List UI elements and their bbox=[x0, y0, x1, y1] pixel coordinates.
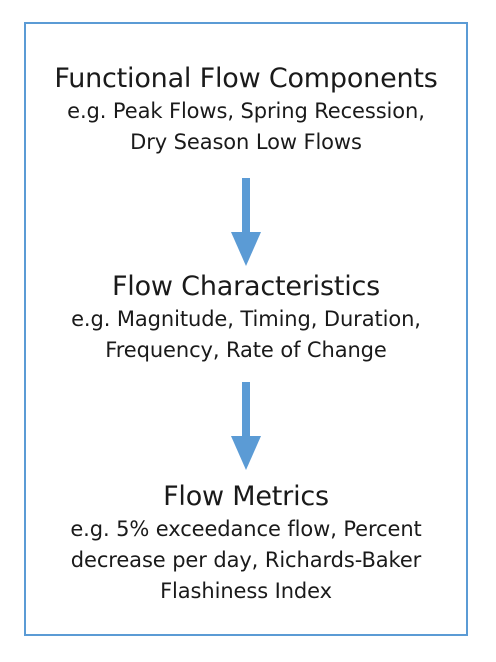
block-title: Functional Flow Components bbox=[54, 63, 438, 94]
block-description-line: Frequency, Rate of Change bbox=[105, 338, 387, 362]
block-description-line: Flashiness Index bbox=[160, 579, 332, 603]
block-title: Flow Characteristics bbox=[111, 271, 381, 302]
flow-characteristics-block: Flow Characteristics e.g. Magnitude, Tim… bbox=[26, 270, 466, 366]
block-description-line: e.g. 5% exceedance flow, Percent bbox=[70, 517, 422, 541]
block-description-line: decrease per day, Richards-Baker bbox=[70, 548, 422, 572]
block-description-line: Dry Season Low Flows bbox=[130, 130, 362, 154]
functional-flow-components-block: Functional Flow Components e.g. Peak Flo… bbox=[26, 62, 466, 158]
down-arrow-icon bbox=[231, 178, 261, 266]
flow-metrics-block: Flow Metrics e.g. 5% exceedance flow, Pe… bbox=[26, 480, 466, 607]
block-description-line: e.g. Magnitude, Timing, Duration, bbox=[71, 307, 421, 331]
block-title: Flow Metrics bbox=[163, 481, 329, 512]
diagram-frame: Functional Flow Components e.g. Peak Flo… bbox=[24, 22, 468, 636]
block-description-line: e.g. Peak Flows, Spring Recession, bbox=[67, 99, 425, 123]
down-arrow-icon bbox=[231, 382, 261, 470]
